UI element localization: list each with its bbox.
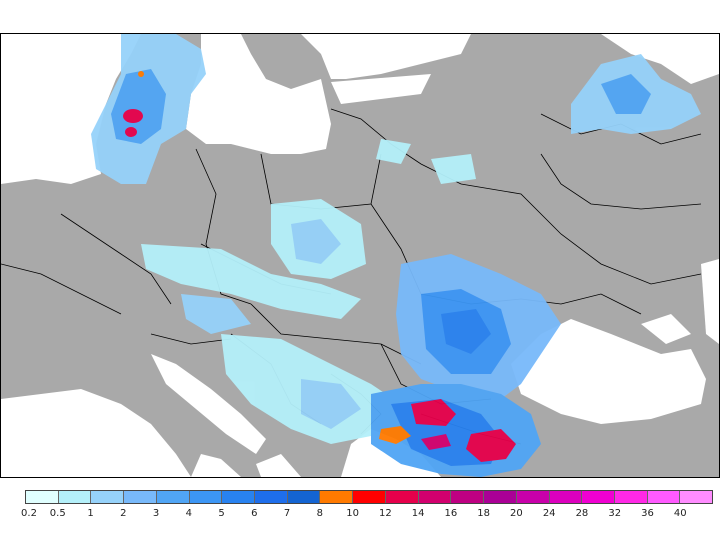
precip-scandinavia-core — [111, 69, 166, 144]
legend-label: 0.5 — [49, 508, 66, 519]
precip-nw-russia-core — [601, 74, 651, 114]
legend-label: 1 — [87, 508, 94, 519]
legend-swatch — [418, 491, 452, 503]
legend-label: 8 — [316, 508, 324, 519]
gulf-of-finland — [331, 74, 431, 104]
legend-label: 32 — [608, 508, 622, 519]
legend-swatch — [680, 491, 713, 503]
legend-swatch — [189, 491, 223, 503]
white-sea — [601, 34, 719, 84]
precip-bulgaria-heavy-1 — [411, 399, 456, 426]
legend-swatch — [26, 491, 59, 503]
legend-swatch — [353, 491, 386, 503]
legend-swatch — [484, 491, 517, 503]
legend-swatch — [451, 491, 485, 503]
legend-label: 14 — [411, 508, 425, 519]
precip-bulgaria-heavy-3 — [466, 429, 516, 462]
legend-swatch — [549, 491, 583, 503]
legend-swatch — [516, 491, 550, 503]
legend-swatch — [91, 491, 125, 503]
precip-poland-core — [291, 219, 341, 264]
legend-swatch — [320, 491, 354, 503]
sea-of-azov — [641, 314, 691, 344]
legend-label: 24 — [542, 508, 556, 519]
legend-label: 3 — [152, 508, 160, 519]
legend-label: 12 — [379, 508, 392, 519]
legend-label: 18 — [477, 508, 491, 519]
legend-swatch — [58, 491, 92, 503]
legend-label: 40 — [673, 508, 687, 519]
legend-label: 2 — [120, 508, 127, 519]
legend-swatch — [647, 491, 681, 503]
legend-swatch — [255, 491, 288, 503]
legend-swatch — [287, 491, 321, 503]
legend-label: 5 — [218, 508, 225, 519]
legend-label: 7 — [283, 508, 291, 519]
caspian-edge — [701, 259, 719, 344]
legend-swatch — [124, 491, 157, 503]
legend-label: 16 — [444, 508, 458, 519]
legend-label: 36 — [641, 508, 654, 519]
precip-baltic-states — [376, 139, 476, 184]
precip-balkans-core — [301, 379, 361, 429]
black-sea — [511, 319, 706, 424]
precipitation-field — [91, 34, 701, 477]
precip-ukraine-deep — [441, 309, 491, 354]
adriatic-sea — [151, 354, 266, 454]
precip-denmark-heavy-2 — [125, 127, 137, 137]
legend-label: 0.2 — [21, 508, 37, 519]
north-sea-atlantic — [1, 34, 141, 184]
sea-areas — [1, 34, 719, 477]
gulf-of-bothnia — [301, 34, 471, 79]
legend-label: 28 — [575, 508, 589, 519]
precip-alps — [181, 294, 251, 334]
precip-bulgaria-heavy-4 — [421, 434, 451, 450]
tyrrhenian-ionian — [191, 454, 301, 477]
legend-label: 4 — [185, 508, 192, 519]
legend-swatch — [156, 491, 190, 503]
legend-label: 10 — [346, 508, 359, 519]
legend-color-bar — [25, 490, 713, 504]
legend-label: 6 — [251, 508, 258, 519]
baltic-sea — [186, 34, 331, 154]
precipitation-map — [0, 33, 720, 478]
precip-central-europe — [141, 244, 361, 319]
precip-bulgaria-heavy-2 — [379, 426, 411, 444]
precip-sweden-peak — [138, 71, 144, 77]
legend-swatch — [614, 491, 648, 503]
mediterranean-west — [1, 389, 191, 477]
precip-denmark-heavy — [123, 109, 143, 123]
legend-swatch — [222, 491, 256, 503]
legend-swatch — [582, 491, 615, 503]
legend-swatch — [385, 491, 419, 503]
legend-labels: 0.2 0.5 1 2 3 4 5 6 7 8 10 12 14 16 18 20 24 28 32 36 40 — [0, 508, 720, 524]
legend-label: 20 — [510, 508, 523, 519]
